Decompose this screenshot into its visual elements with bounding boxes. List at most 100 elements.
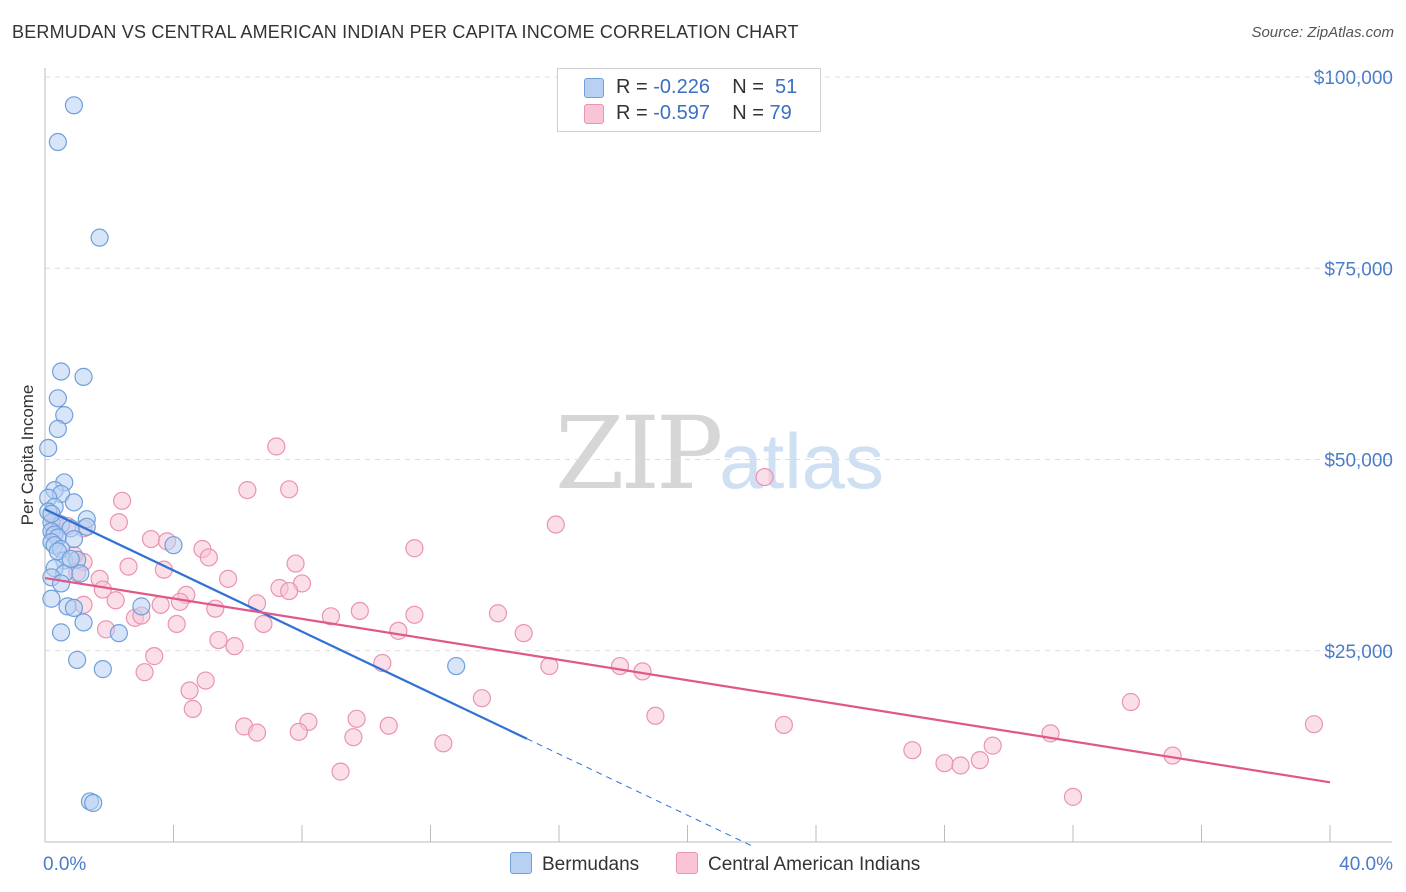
bermudan-point bbox=[64, 493, 84, 512]
central-american-indian-point bbox=[106, 591, 125, 610]
central-american-indian-point bbox=[280, 581, 299, 601]
bottom-legend-central-american-indians: Central American Indians bbox=[676, 852, 920, 876]
central-american-indian-point bbox=[196, 671, 215, 690]
bermudan-point bbox=[71, 564, 90, 583]
central-american-indian-point bbox=[970, 751, 989, 770]
bermudan-point bbox=[39, 438, 58, 458]
central-american-indian-point bbox=[774, 715, 793, 735]
central-american-indian-point bbox=[183, 699, 202, 718]
y-tick-label: $100,000 bbox=[1314, 68, 1393, 89]
bottom-legend-bermudans: Bermudans bbox=[510, 852, 639, 876]
legend-n-label: N = bbox=[732, 76, 770, 98]
central-american-indian-point bbox=[170, 592, 190, 611]
bottom-legend-swatch-pink bbox=[676, 852, 698, 874]
y-tick-label: $25,000 bbox=[1324, 642, 1393, 663]
bermudan-point bbox=[74, 613, 93, 632]
bermudan-point bbox=[61, 549, 80, 569]
bermudan-point bbox=[90, 228, 109, 247]
central-american-indian-point bbox=[347, 709, 366, 728]
y-tick-label: $50,000 bbox=[1324, 451, 1393, 472]
y-tick-label: $75,000 bbox=[1324, 259, 1393, 280]
central-american-indian-point bbox=[610, 656, 630, 676]
central-american-indian-point bbox=[405, 539, 424, 558]
central-american-indian-point bbox=[546, 515, 565, 534]
legend-r-label: R = bbox=[616, 102, 654, 124]
central-american-indian-point bbox=[951, 756, 970, 775]
central-american-indian-point bbox=[167, 614, 186, 634]
legend-text: R = -0.597 N = 79 bbox=[616, 102, 792, 125]
central-american-indian-point bbox=[983, 736, 1002, 755]
watermark: ZIPatlas bbox=[555, 395, 884, 512]
bermudan-point bbox=[164, 536, 183, 555]
central-american-indian-point bbox=[646, 706, 665, 725]
legend-r-label: R = bbox=[616, 76, 654, 98]
central-american-indian-point bbox=[903, 741, 922, 760]
x-tick-label: 0.0% bbox=[43, 854, 86, 875]
bermudan-point bbox=[84, 793, 103, 813]
central-american-indian-point bbox=[331, 762, 350, 781]
bermudan-point bbox=[132, 597, 151, 616]
central-american-indian-point bbox=[379, 716, 398, 735]
central-american-indian-point bbox=[472, 689, 491, 708]
central-american-indian-point bbox=[254, 614, 273, 634]
bermudan-point bbox=[93, 660, 112, 679]
central-american-indian-point bbox=[209, 630, 228, 650]
central-american-indian-point bbox=[405, 605, 424, 624]
bermudan-point bbox=[42, 504, 61, 523]
watermark-atlas: atlas bbox=[719, 417, 885, 505]
central-american-indian-point bbox=[180, 681, 199, 700]
central-american-indian-point bbox=[135, 663, 154, 682]
central-american-indian-point bbox=[488, 604, 508, 623]
bermudan-point bbox=[48, 419, 67, 438]
central-american-indian-point bbox=[109, 513, 128, 532]
central-american-indian-point bbox=[514, 624, 533, 643]
central-american-indian-point bbox=[206, 599, 225, 618]
correlation-legend: R = -0.226 N = 51 R = -0.597 N = 79 bbox=[557, 68, 821, 132]
legend-swatch-pink bbox=[584, 104, 604, 124]
central-american-indian-point bbox=[289, 722, 308, 741]
legend-n-value: 51 bbox=[775, 76, 798, 98]
central-american-indian-point bbox=[145, 647, 164, 666]
bermudan-point bbox=[51, 362, 71, 381]
legend-text: R = -0.226 N = 51 bbox=[616, 76, 797, 99]
central-american-indian-point bbox=[247, 723, 267, 742]
central-american-indian-point bbox=[119, 557, 138, 576]
bottom-legend-swatch-blue bbox=[510, 852, 532, 874]
watermark-zip: ZIP bbox=[555, 395, 723, 512]
central-american-indian-point bbox=[141, 529, 161, 549]
central-american-indian-point bbox=[225, 637, 244, 656]
bermudan-point bbox=[48, 389, 67, 408]
bermudan-trend-extension bbox=[526, 738, 752, 847]
central-american-indian-trend-line bbox=[44, 576, 1331, 784]
central-american-indian-point bbox=[199, 548, 218, 567]
bermudan-point bbox=[68, 650, 87, 670]
source-credit: Source: ZipAtlas.com bbox=[1251, 24, 1394, 41]
legend-swatch-blue bbox=[584, 78, 604, 98]
legend-r-value: -0.226 bbox=[653, 76, 710, 98]
central-american-indian-point bbox=[389, 621, 408, 640]
legend-n-value: 79 bbox=[769, 102, 792, 124]
bermudan-point bbox=[51, 574, 71, 593]
bottom-legend-label: Bermudans bbox=[542, 854, 640, 875]
bermudan-point bbox=[64, 96, 84, 115]
central-american-indian-point bbox=[434, 734, 453, 753]
x-tick-label: 40.0% bbox=[1339, 854, 1393, 875]
central-american-indian-point bbox=[286, 554, 305, 573]
central-american-indian-point bbox=[344, 728, 363, 747]
bermudan-point bbox=[447, 656, 466, 676]
bermudan-point bbox=[42, 589, 61, 608]
central-american-indian-point bbox=[935, 754, 954, 773]
bottom-legend-label: Central American Indians bbox=[708, 854, 921, 875]
central-american-indian-point bbox=[755, 467, 774, 487]
central-american-indian-point bbox=[267, 437, 286, 456]
central-american-indian-point bbox=[238, 481, 257, 500]
bermudan-point bbox=[51, 623, 71, 642]
central-american-indian-point bbox=[112, 491, 132, 510]
legend-r-value: -0.597 bbox=[653, 102, 710, 124]
central-american-indian-point bbox=[280, 480, 299, 499]
bermudan-point bbox=[109, 624, 128, 643]
central-american-indian-point bbox=[350, 601, 369, 621]
central-american-indian-point bbox=[1121, 692, 1140, 712]
legend-n-label: N = bbox=[732, 102, 770, 124]
bermudan-point bbox=[48, 132, 67, 152]
